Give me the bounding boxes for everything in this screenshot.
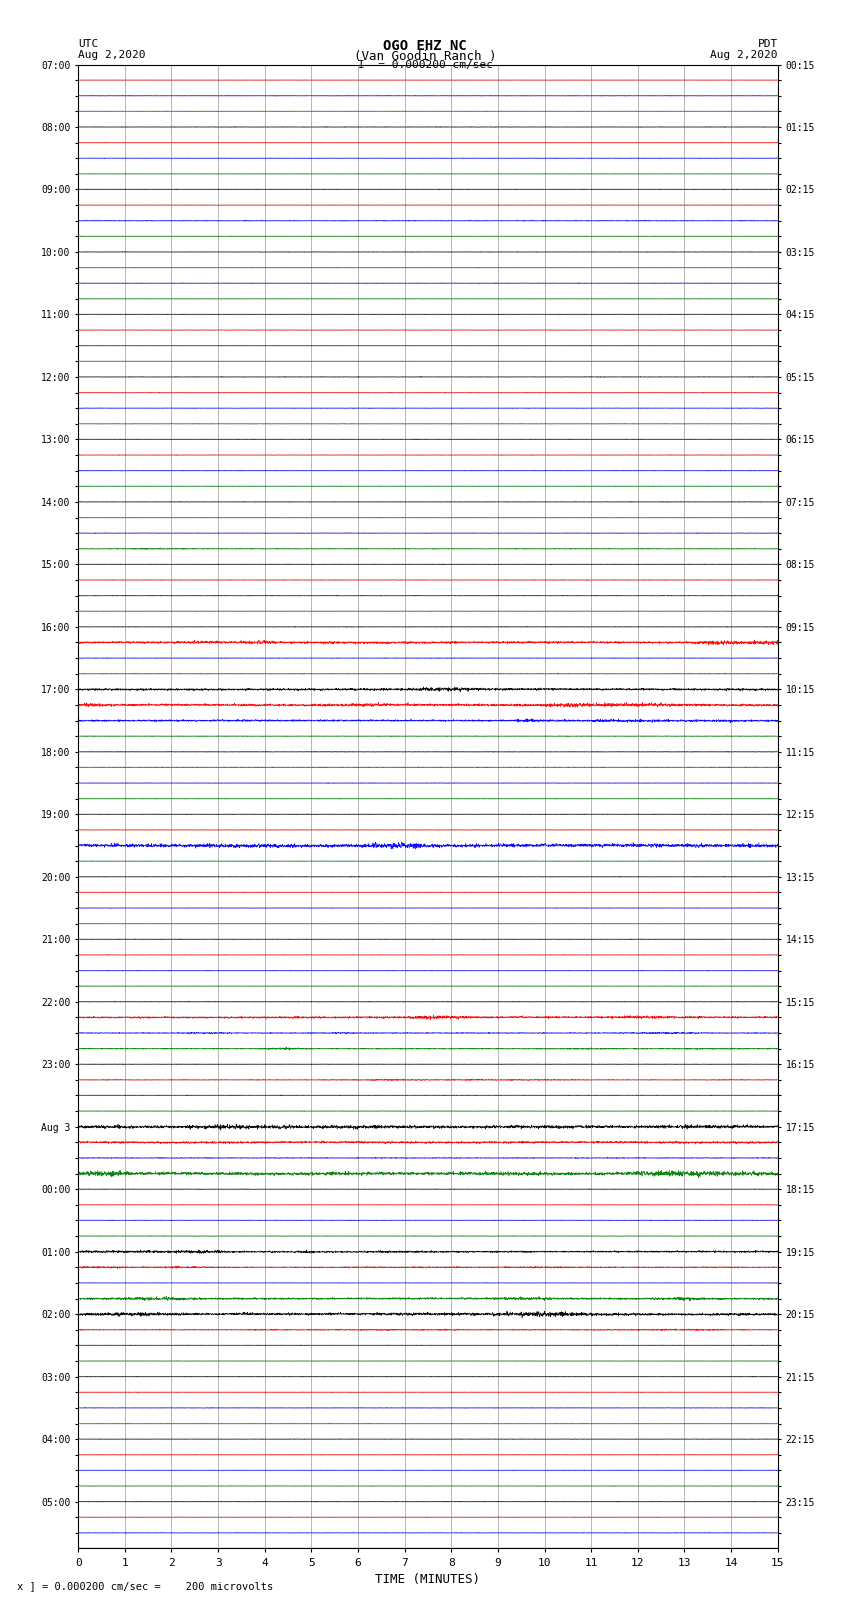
Text: Aug 2,2020: Aug 2,2020 [78,50,145,60]
Text: (Van Goodin Ranch ): (Van Goodin Ranch ) [354,50,496,63]
Text: Aug 2,2020: Aug 2,2020 [711,50,778,60]
Text: PDT: PDT [757,39,778,48]
X-axis label: TIME (MINUTES): TIME (MINUTES) [376,1573,480,1586]
Text: x ] = 0.000200 cm/sec =    200 microvolts: x ] = 0.000200 cm/sec = 200 microvolts [17,1581,273,1590]
Text: I  = 0.000200 cm/sec: I = 0.000200 cm/sec [358,60,492,69]
Text: UTC: UTC [78,39,99,48]
Text: OGO EHZ NC: OGO EHZ NC [383,39,467,53]
